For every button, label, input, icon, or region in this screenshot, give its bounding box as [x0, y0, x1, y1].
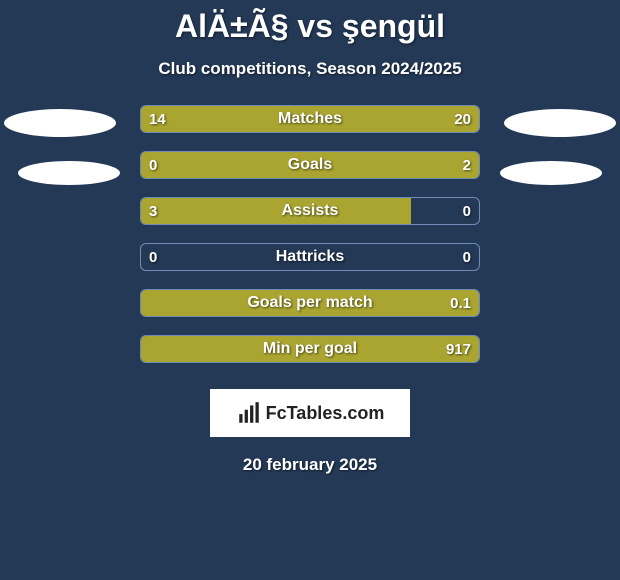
- stat-bar-left-fill: [141, 198, 411, 224]
- stat-bar: 30Assists: [140, 197, 480, 225]
- decor-ellipse: [504, 109, 616, 137]
- logo-box: FcTables.com: [210, 389, 410, 437]
- stat-value-right: 0: [463, 198, 471, 224]
- stat-bar: 02Goals: [140, 151, 480, 179]
- stat-value-left: 0: [149, 244, 157, 270]
- decor-ellipse: [18, 161, 120, 185]
- stat-bar: 0 0Hattricks: [140, 243, 480, 271]
- chart-icon: [236, 400, 262, 426]
- chart-area: 1420Matches02Goals30Assists00Hattricks0.…: [0, 105, 620, 363]
- stat-bar-right-fill: [280, 106, 479, 132]
- stat-bar: 917Min per goal: [140, 335, 480, 363]
- stat-bar-right-fill: [141, 290, 479, 316]
- logo-text: FcTables.com: [266, 403, 385, 424]
- stat-value-right: 917: [446, 336, 471, 362]
- stat-value-left: 14: [149, 106, 166, 132]
- stat-value-right: 20: [454, 106, 471, 132]
- decor-ellipse: [500, 161, 602, 185]
- stat-value-right: 0: [463, 244, 471, 270]
- stat-value-left: 0: [149, 152, 157, 178]
- date-label: 20 february 2025: [0, 455, 620, 475]
- stat-bar-right-fill: [209, 152, 479, 178]
- bars-container: 1420Matches02Goals30Assists00Hattricks0.…: [140, 105, 480, 363]
- stat-bar: 0.1Goals per match: [140, 289, 480, 317]
- decor-ellipse: [4, 109, 116, 137]
- stat-label: Hattricks: [141, 244, 479, 270]
- page-title: AlÄ±Ã§ vs şengül: [0, 0, 620, 45]
- stat-value-right: 0.1: [450, 290, 471, 316]
- subtitle: Club competitions, Season 2024/2025: [0, 59, 620, 79]
- stat-bar: 1420Matches: [140, 105, 480, 133]
- stat-value-left: 3: [149, 198, 157, 224]
- stat-value-right: 2: [463, 152, 471, 178]
- stat-bar-right-fill: [141, 336, 479, 362]
